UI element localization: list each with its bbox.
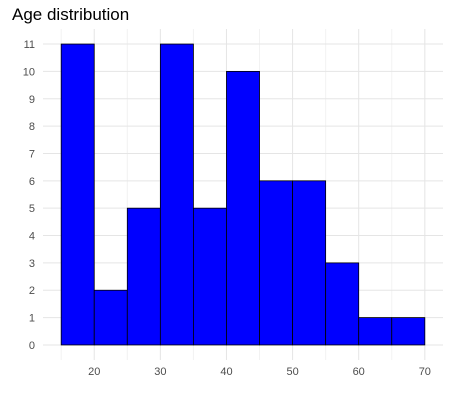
histogram-bar — [193, 207, 227, 346]
histogram-bar — [358, 317, 393, 346]
y-tick-label: 7 — [29, 148, 35, 160]
x-tick-label: 30 — [154, 366, 166, 378]
x-tick-label: 40 — [220, 366, 232, 378]
y-tick-label: 8 — [29, 121, 35, 133]
y-tick-label: 0 — [29, 340, 35, 352]
x-tick-label: 50 — [286, 366, 298, 378]
y-tick-label: 5 — [29, 203, 35, 215]
histogram-bar — [325, 262, 360, 346]
y-tick-label: 6 — [29, 176, 35, 188]
histogram-bar — [292, 180, 327, 346]
histogram-bar — [259, 180, 293, 346]
histogram-bar — [159, 43, 194, 346]
x-tick-label: 70 — [419, 366, 431, 378]
histogram-bar — [60, 43, 95, 346]
y-tick-label: 11 — [24, 39, 35, 51]
histogram-bar — [93, 289, 128, 346]
y-tick-label: 1 — [29, 313, 35, 325]
axis-layer: 0 1 2 3 4 5 6 7 8 9 10 11 20 30 40 50 60 70 — [23, 39, 431, 378]
histogram-bar — [391, 317, 426, 346]
chart-title: Age distribution — [12, 5, 129, 24]
histogram-bar — [226, 71, 260, 346]
x-tick-label: 60 — [353, 366, 365, 378]
y-tick-label: 3 — [29, 258, 35, 270]
x-tick-label: 20 — [88, 366, 100, 378]
histogram-bar — [126, 207, 161, 346]
y-tick-label: 4 — [29, 231, 35, 243]
bars-layer — [60, 43, 426, 346]
y-tick-label: 10 — [23, 66, 35, 78]
y-tick-label: 9 — [29, 94, 35, 106]
y-tick-label: 2 — [29, 285, 35, 297]
